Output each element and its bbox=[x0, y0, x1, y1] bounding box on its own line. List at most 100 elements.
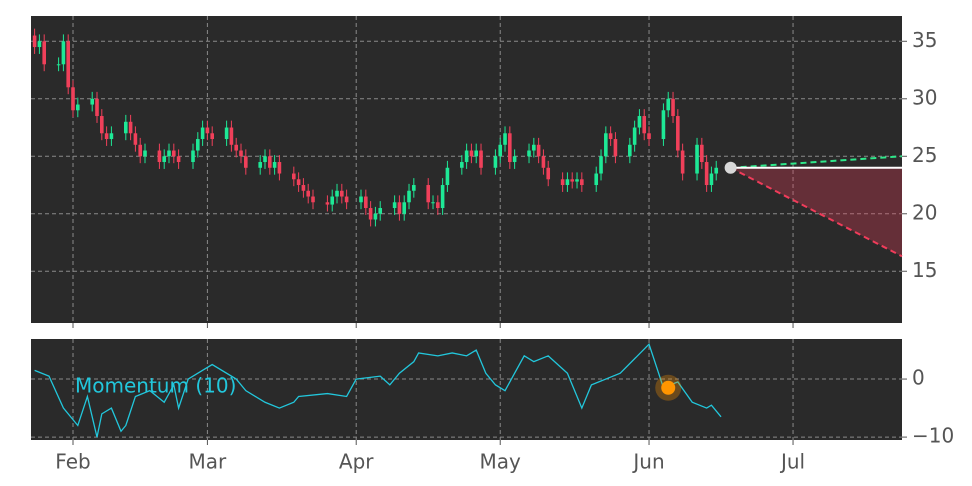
candle-body bbox=[661, 110, 666, 140]
candle-body bbox=[143, 150, 147, 157]
candle-body bbox=[493, 156, 498, 168]
candle-body bbox=[570, 179, 575, 182]
candle-body bbox=[632, 127, 637, 145]
candle-body bbox=[647, 133, 651, 140]
forecast-lower bbox=[730, 166, 903, 258]
candle-body bbox=[373, 213, 378, 220]
candle-body bbox=[335, 190, 339, 197]
y-tick-label: −10 bbox=[912, 424, 954, 448]
candle-body bbox=[628, 144, 632, 157]
momentum-marker bbox=[661, 380, 676, 395]
candle-body bbox=[306, 190, 311, 197]
candle-body bbox=[402, 202, 407, 214]
candle-body bbox=[325, 202, 330, 205]
x-tick-label: Jun bbox=[631, 450, 664, 474]
candle-body bbox=[133, 133, 138, 145]
candle-body bbox=[541, 156, 546, 168]
candle-body bbox=[258, 162, 263, 168]
y-tick-label: 15 bbox=[912, 258, 937, 282]
candle-body bbox=[172, 150, 176, 157]
candle-body bbox=[532, 144, 536, 151]
candle-body bbox=[407, 190, 411, 203]
candle-body bbox=[436, 202, 440, 209]
candle-body bbox=[124, 121, 128, 134]
candle-body bbox=[76, 104, 80, 111]
y-tick-label: 0 bbox=[912, 366, 925, 390]
momentum-line bbox=[34, 343, 722, 438]
candle-body bbox=[714, 167, 719, 174]
candle-body bbox=[61, 41, 66, 65]
momentum-label: Momentum (10) bbox=[75, 374, 236, 398]
candle-body bbox=[527, 150, 531, 157]
candle-body bbox=[565, 179, 570, 186]
candle-body bbox=[128, 121, 133, 134]
candle-body bbox=[330, 196, 335, 205]
candle-body bbox=[104, 133, 109, 140]
candle-body bbox=[637, 116, 642, 128]
candle-body bbox=[460, 162, 464, 168]
candle-body bbox=[239, 150, 243, 157]
candle-body bbox=[167, 150, 171, 157]
candle-body bbox=[344, 196, 349, 203]
candle-body bbox=[709, 173, 714, 186]
candle-body bbox=[229, 127, 234, 145]
candle-body bbox=[368, 208, 373, 220]
candle-body bbox=[32, 35, 37, 48]
candle-body bbox=[666, 98, 671, 111]
candle-body bbox=[575, 179, 579, 182]
candle-body bbox=[205, 127, 210, 134]
candle-body bbox=[503, 133, 507, 145]
candle-body bbox=[200, 127, 205, 140]
x-tick-label: Jul bbox=[779, 450, 805, 474]
y-tick-label: 35 bbox=[912, 28, 937, 52]
candle-body bbox=[604, 133, 608, 157]
candle-body bbox=[311, 196, 315, 203]
candle-body bbox=[397, 202, 402, 214]
candle-body bbox=[244, 156, 248, 168]
candle-body bbox=[445, 167, 450, 186]
x-tick-label: Apr bbox=[339, 450, 374, 474]
candle-body bbox=[599, 156, 603, 174]
candle-body bbox=[469, 150, 474, 157]
candle-body bbox=[292, 173, 296, 180]
candle-body bbox=[301, 185, 306, 191]
candle-body bbox=[676, 116, 680, 151]
candle-body bbox=[700, 144, 704, 163]
candle-body bbox=[695, 144, 699, 174]
candle-body bbox=[594, 173, 599, 186]
candle-body bbox=[464, 150, 469, 163]
candle-body bbox=[66, 41, 71, 88]
candle-body bbox=[224, 127, 229, 140]
candle-body bbox=[340, 190, 344, 197]
candle-body bbox=[479, 150, 483, 168]
x-tick-label: May bbox=[480, 450, 522, 474]
price-panel bbox=[31, 16, 902, 323]
candle-body bbox=[196, 139, 200, 151]
x-tick-label: Feb bbox=[55, 450, 90, 474]
candle-body bbox=[56, 64, 61, 66]
candle-body bbox=[359, 196, 363, 203]
candle-body bbox=[704, 162, 709, 186]
candle-body bbox=[642, 116, 647, 134]
candle-body bbox=[613, 139, 618, 157]
candle-body bbox=[560, 179, 565, 186]
y-tick-label: 20 bbox=[912, 200, 937, 224]
candle-body bbox=[277, 162, 282, 174]
candle-body bbox=[512, 156, 517, 163]
candle-body bbox=[162, 156, 167, 163]
x-tick-label: Mar bbox=[189, 450, 228, 474]
candle-body bbox=[680, 150, 685, 174]
candle-body bbox=[138, 144, 143, 157]
candle-body bbox=[392, 202, 397, 209]
last-price-point bbox=[724, 161, 737, 174]
candle-body bbox=[272, 162, 277, 168]
candle-body bbox=[234, 144, 239, 151]
candle-body bbox=[536, 144, 541, 157]
candle-body bbox=[100, 116, 104, 134]
candle-body bbox=[474, 150, 479, 157]
candle-body bbox=[364, 196, 368, 209]
candle-body bbox=[431, 202, 435, 204]
candle-body bbox=[263, 156, 267, 163]
